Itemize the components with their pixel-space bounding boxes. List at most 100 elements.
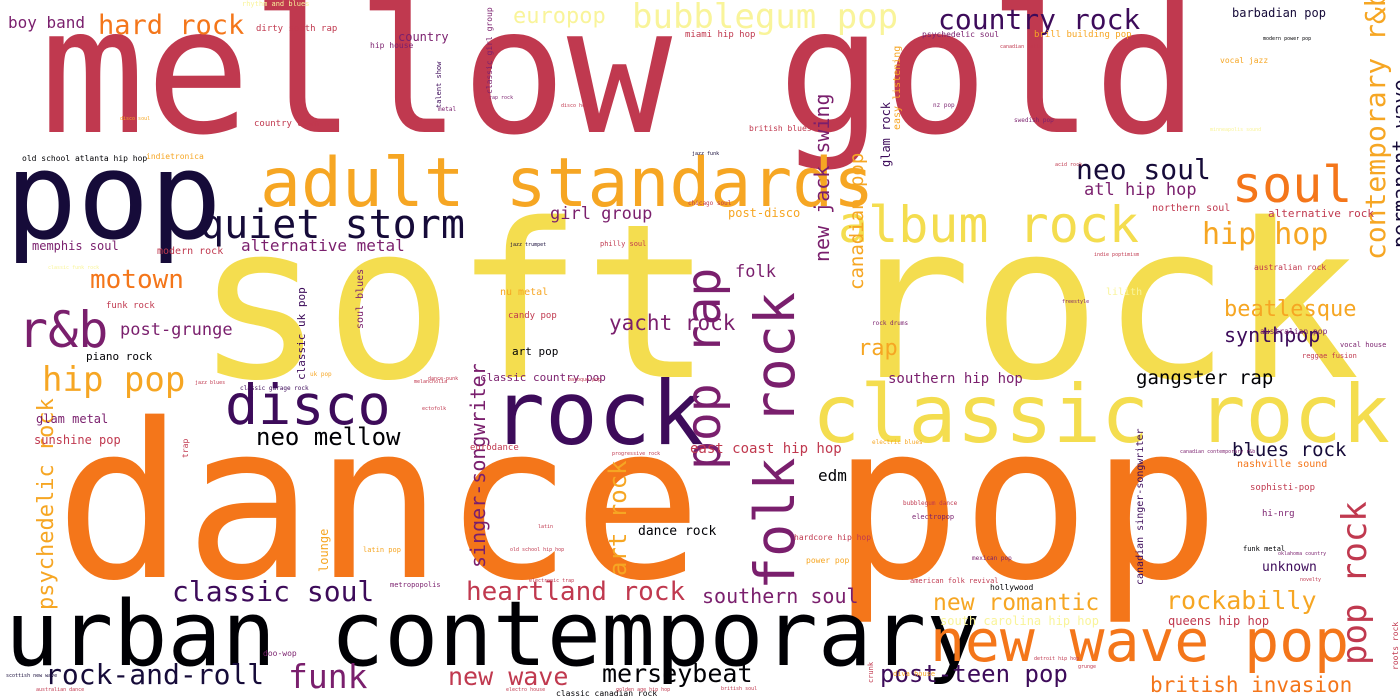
word-alternative-metal: alternative metal — [241, 236, 405, 255]
word-hardcore-hip-hop: hardcore hip hop — [794, 533, 872, 542]
word-electropop: electropop — [912, 513, 955, 521]
word-old-school-hip-hop: old school hip hop — [510, 547, 565, 553]
word-dirty-south-rap: dirty south rap — [256, 24, 338, 34]
word-rockabilly: rockabilly — [1166, 586, 1317, 615]
word-adult-standards: adult standards — [260, 144, 875, 223]
word-singer-songwriter: singer-songwriter — [466, 363, 490, 568]
word-canadian-pop: canadian pop — [846, 152, 868, 290]
word-grunge: grunge — [1078, 664, 1097, 670]
word-classic-garage-rock: classic garage rock — [240, 385, 309, 392]
word-memphis-soul: memphis soul — [32, 239, 119, 253]
word-detroit-hip-hop: detroit hip hop — [1034, 656, 1080, 662]
word-rap: rap — [858, 336, 898, 361]
word-rock-and-roll: rock-and-roll — [45, 658, 265, 691]
word-new-jack-swing: new jack swing — [810, 93, 834, 262]
word-hi-nrg: hi-nrg — [1262, 509, 1295, 519]
word-swedish-pop: swedish pop — [1014, 117, 1054, 124]
word-piano-rock: piano rock — [86, 350, 153, 363]
word-classic-country-pop: classic country pop — [480, 371, 606, 384]
word-british-blues: british blues — [749, 124, 812, 133]
word-electronic-trap: electronic trap — [529, 578, 575, 584]
word-disco-soul: disco soul — [120, 116, 151, 122]
word-freestyle: freestyle — [1062, 299, 1090, 305]
word-reggae-fusion: reggae fusion — [1302, 352, 1357, 360]
word-funk-rock: funk rock — [106, 301, 155, 311]
word-hip-hop: hip hop — [1202, 217, 1329, 252]
word-pop-rap: pop rap — [676, 267, 732, 470]
word-progressive-rock: progressive rock — [612, 451, 661, 457]
word-modern-power-pop: modern power pop — [1263, 36, 1312, 42]
word-canadian-latin: canadian latin — [1000, 44, 1043, 50]
word-golden-age-hip-hop: golden age hip hop — [616, 687, 671, 693]
word-electric-blues: electric blues — [872, 439, 923, 446]
word-oklahoma-country: oklahoma country — [1278, 551, 1327, 557]
word-indie-poptimism: indie poptimism — [1094, 252, 1140, 258]
word-dance-punk: dance-punk — [428, 376, 459, 382]
word-british-soul: british soul — [721, 686, 758, 692]
word-edm: edm — [818, 466, 847, 485]
word-country: country — [398, 30, 449, 44]
word-sunshine-pop: sunshine pop — [34, 433, 121, 447]
word-novelty: novelty — [1300, 577, 1322, 583]
word-funk: funk — [288, 657, 368, 696]
word-pop: pop — [5, 128, 222, 267]
word-southern-hip-hop: southern hip hop — [888, 371, 1023, 387]
word-neo-soul: neo soul — [1076, 153, 1211, 186]
word-australian-pop: australian pop — [1260, 327, 1328, 336]
word-indietronica: indietronica — [146, 152, 204, 161]
word-randb: r&b — [18, 301, 109, 359]
word-philly-soul: philly soul — [600, 240, 647, 248]
word-dance-pop: dance pop — [55, 377, 1220, 628]
word-chicago-soul: chicago soul — [688, 200, 732, 207]
word-talent-show: talent show — [435, 61, 443, 108]
word-post-grunge: post-grunge — [120, 320, 233, 340]
word-contemporary-randb: contemporary r&b — [1359, 0, 1392, 260]
word-barbadian-pop: barbadian pop — [1232, 6, 1326, 20]
word-rap-rock: rap rock — [489, 95, 514, 101]
word-yacht-rock: yacht rock — [609, 311, 736, 335]
word-beatlesque: beatlesque — [1224, 297, 1357, 322]
word-jazz-trumpet: jazz trumpet — [510, 242, 547, 248]
word-new-romantic: new romantic — [933, 590, 1100, 616]
word-rhythm-and-blues: rhythm and blues — [242, 0, 310, 8]
word-merseybeat: merseybeat — [602, 659, 753, 688]
word-australian-rock: australian rock — [1254, 263, 1327, 272]
word-metal: metal — [438, 106, 457, 113]
word-roots-rock: roots rock — [1391, 621, 1400, 670]
word-psychedelic-rock: psychedelic rock — [34, 398, 59, 610]
word-nu-metal: nu metal — [500, 287, 549, 298]
word-europop: europop — [513, 4, 606, 29]
word-classic-soul: classic soul — [172, 575, 375, 608]
word-soul-blues: soul blues — [355, 268, 366, 329]
word-easy-listening: easy listening — [892, 45, 903, 130]
word-unknown: unknown — [1262, 560, 1317, 575]
word-canadian-contemporary-randb: canadian contemporary r&b — [1180, 449, 1256, 455]
word-bubblegum-pop: bubblegum pop — [632, 0, 899, 37]
word-power-pop: power pop — [806, 556, 850, 565]
word-quiet-storm: quiet storm — [200, 202, 465, 248]
word-folk: folk — [735, 262, 776, 282]
word-classic-girl-group: classic girl group — [485, 7, 494, 94]
word-art-rock: art rock — [604, 460, 632, 576]
word-soul: soul — [1232, 156, 1353, 214]
word-hip-pop: hip pop — [42, 360, 186, 400]
word-glam-metal: glam metal — [36, 412, 109, 426]
word-gangster-rap: gangster rap — [1136, 367, 1274, 389]
word-lounge: lounge — [317, 528, 331, 572]
word-old-school-atlanta-hip-hop: old school atlanta hip hop — [22, 154, 148, 163]
word-baroque-pop: baroque pop — [568, 377, 602, 383]
word-eurodance: eurodance — [470, 443, 519, 453]
word-electro-house: electro house — [506, 687, 546, 693]
word-lilith: lilith — [1106, 287, 1143, 298]
word-canadian-singer-songwriter: canadian singer-songwriter — [1135, 428, 1146, 585]
word-brill-building-pop: brill building pop — [1034, 30, 1132, 40]
word-pop-rock: pop rock — [1335, 501, 1375, 665]
word-diva-house: diva house — [893, 670, 936, 678]
word-nz-pop: nz pop — [933, 102, 955, 109]
word-album-rock: album rock — [838, 196, 1140, 254]
word-nashville-sound: nashville sound — [1237, 459, 1328, 470]
word-crunk: crunk — [867, 661, 875, 683]
word-queens-hip-hop: queens hip hop — [1168, 614, 1270, 628]
word-classic-funk-rock: classic funk rock — [48, 265, 100, 271]
word-northern-soul: northern soul — [1152, 203, 1231, 214]
